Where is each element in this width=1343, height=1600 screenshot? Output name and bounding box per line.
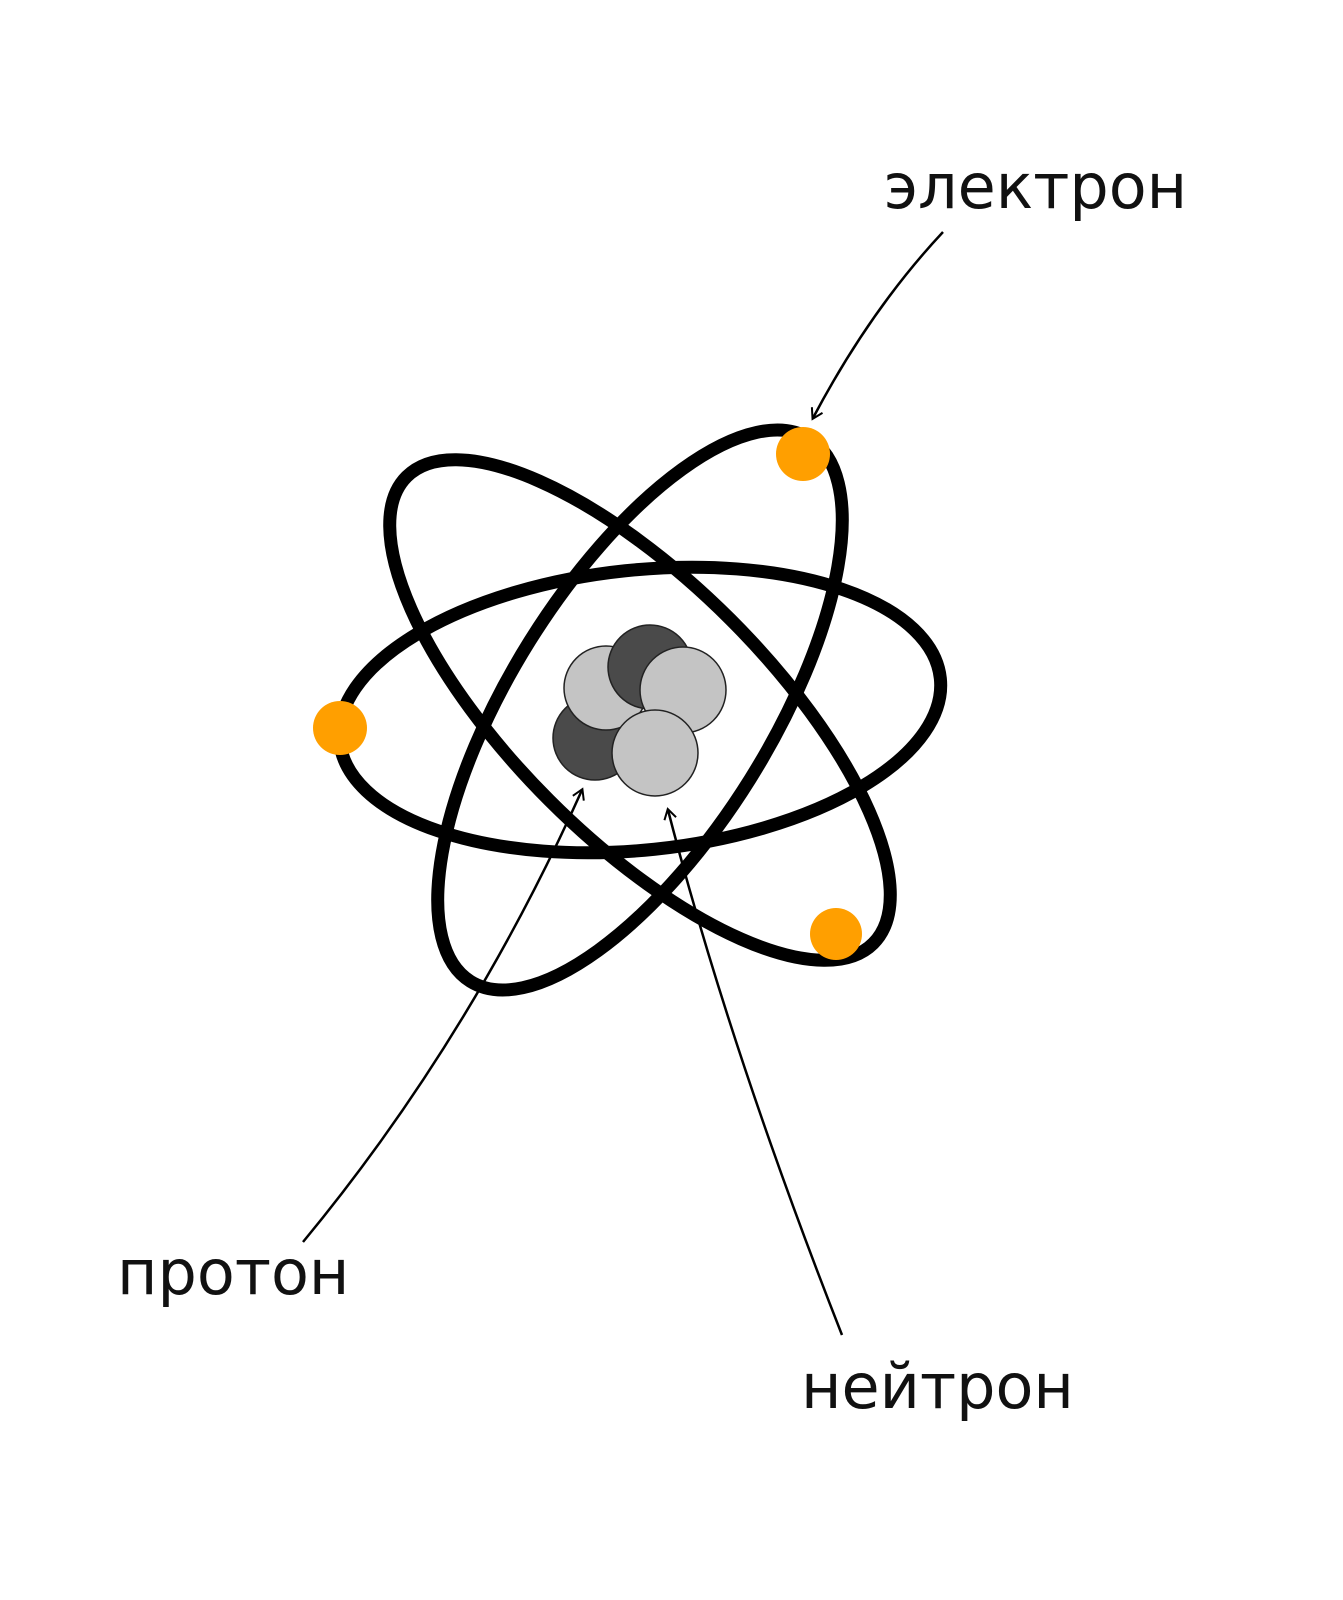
electrons — [313, 427, 862, 960]
neutron-label: нейтрон — [801, 1350, 1074, 1423]
nucleus — [552, 624, 727, 797]
electron-pointer-arrow — [810, 231, 944, 421]
neutron-pointer-arrow — [663, 807, 844, 1336]
proton-label: протон — [117, 1236, 349, 1309]
electron — [313, 701, 367, 755]
electron-label: электрон — [884, 150, 1187, 223]
proton — [611, 709, 699, 797]
electron — [776, 427, 830, 481]
orbit-tilted-right — [383, 453, 897, 967]
pointers — [302, 231, 944, 1336]
electron — [810, 908, 862, 960]
proton-pointer-arrow — [302, 787, 585, 1243]
